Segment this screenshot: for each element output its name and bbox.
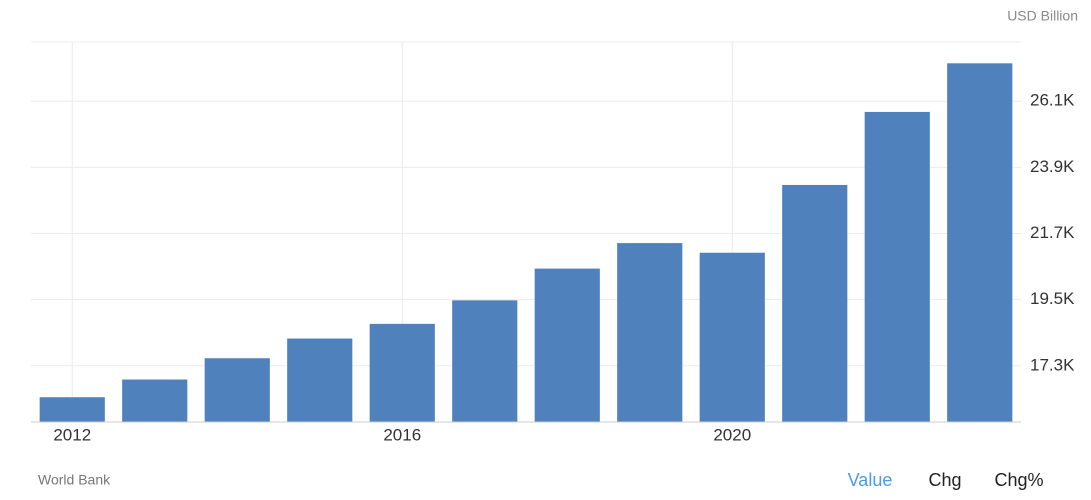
- bar: [864, 111, 930, 422]
- bar: [452, 300, 518, 422]
- bar: [617, 243, 683, 422]
- y-tick-label: 19.5K: [1030, 289, 1075, 308]
- bar: [534, 268, 600, 422]
- y-tick-label: 21.7K: [1030, 223, 1075, 242]
- bar: [782, 184, 848, 422]
- bar: [287, 338, 353, 422]
- bar: [204, 358, 270, 422]
- tab-chg-pct[interactable]: Chg%: [994, 470, 1043, 490]
- bar: [699, 252, 765, 422]
- tab-value[interactable]: Value: [848, 470, 893, 490]
- bar: [369, 323, 435, 422]
- x-tick-label: 2012: [53, 425, 91, 444]
- bar: [947, 63, 1013, 422]
- y-tick-label: 17.3K: [1030, 355, 1075, 374]
- x-tick-label: 2020: [713, 425, 751, 444]
- y-tick-label: 23.9K: [1030, 157, 1075, 176]
- tab-chg[interactable]: Chg: [928, 470, 961, 490]
- unit-label: USD Billion: [1007, 8, 1078, 24]
- y-tick-label: 26.1K: [1030, 91, 1075, 110]
- x-tick-label: 2016: [383, 425, 421, 444]
- bar: [122, 379, 188, 422]
- bar: [39, 397, 105, 422]
- source: World Bank: [38, 472, 111, 488]
